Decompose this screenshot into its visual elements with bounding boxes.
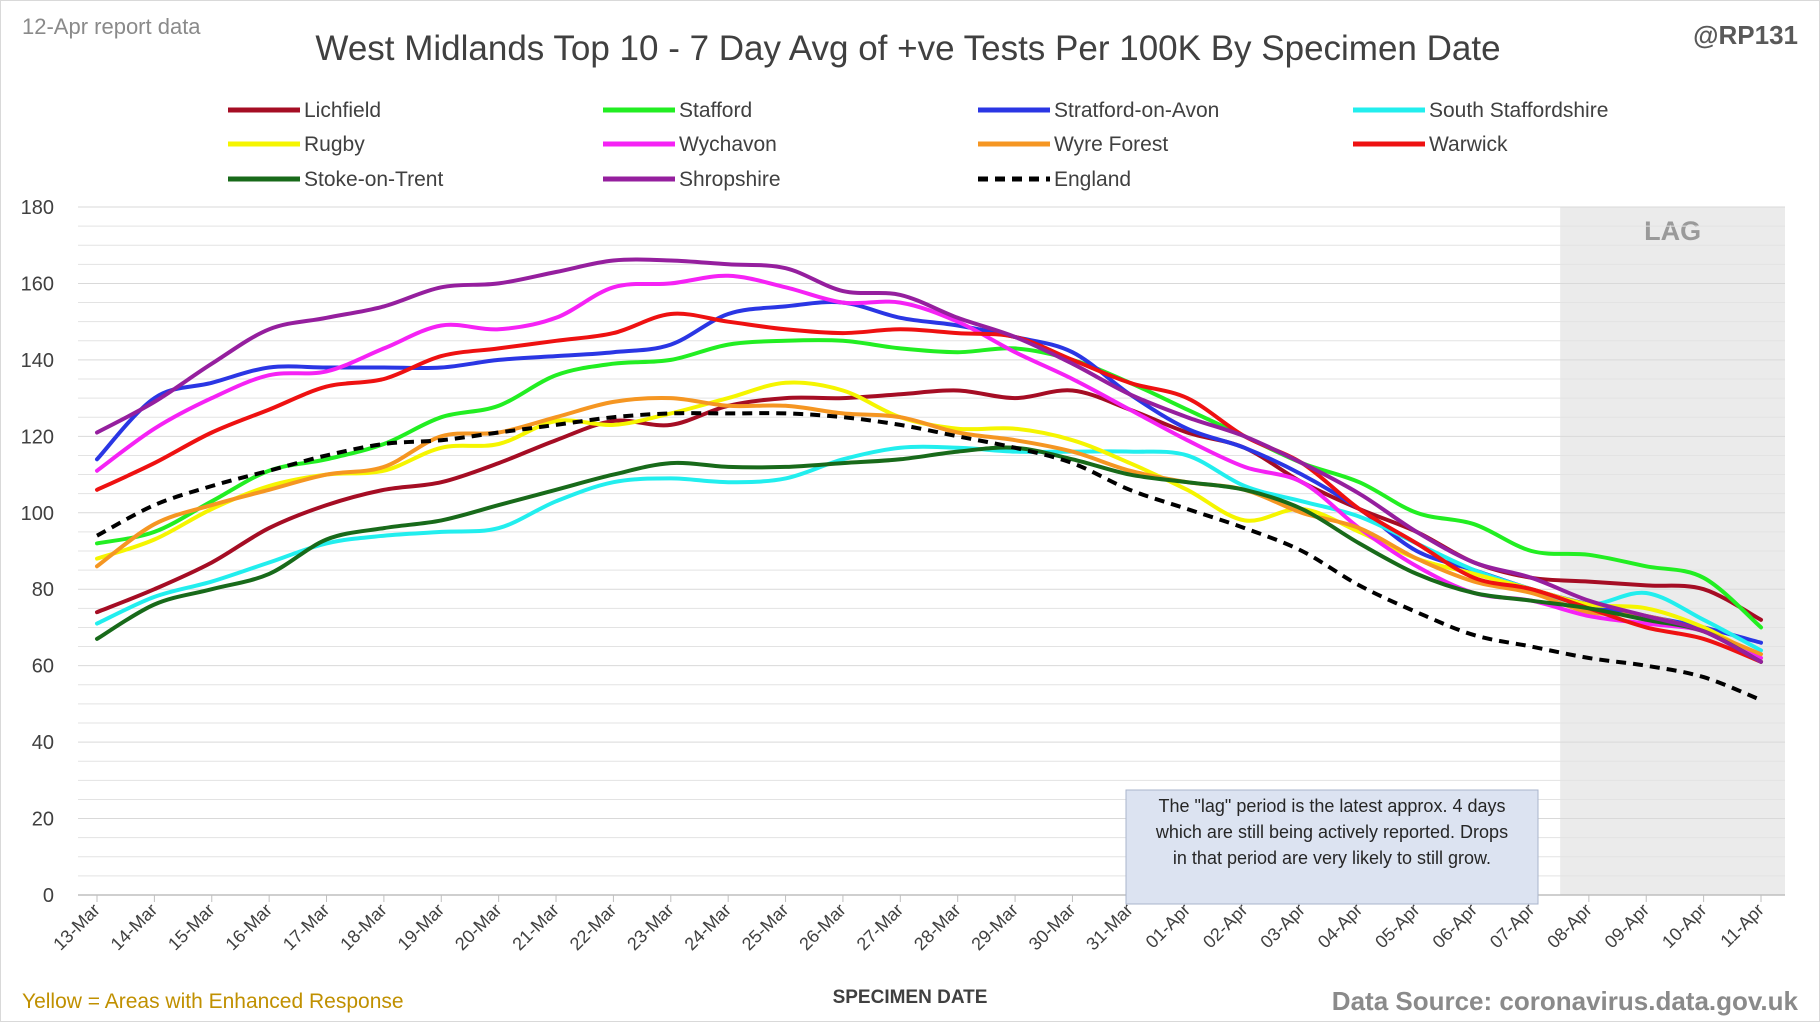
legend: Lichfield Stafford Stratford-on-Avon South …	[228, 99, 1608, 191]
y-tick-label: 160	[21, 273, 54, 295]
y-tick-label: 60	[32, 656, 54, 678]
y-tick-label: 100	[21, 503, 54, 525]
series-line-shropshire	[95, 257, 1763, 664]
data-source: Data Source: coronavirus.data.gov.uk	[1332, 986, 1799, 1016]
legend-label: Stratford-on-Avon	[1054, 99, 1219, 122]
series-line-wyre-forest	[95, 395, 1763, 657]
chart-title: West Midlands Top 10 - 7 Day Avg of +ve …	[315, 29, 1500, 68]
series-line-south-staffordshire	[95, 444, 1763, 653]
legend-label: Wychavon	[679, 133, 777, 156]
annotation-background	[1125, 789, 1539, 905]
annotation-line-3: in that period are very likely to still …	[1173, 848, 1491, 868]
annotation-line-1: The "lag" period is the latest approx. 4…	[1159, 796, 1506, 816]
report-date-label: 12-Apr report data	[22, 14, 201, 39]
legend-item-wychavon: Wychavon	[603, 133, 777, 156]
legend-label: Shropshire	[679, 168, 781, 191]
legend-item-stafford: Stafford	[603, 99, 752, 122]
legend-label: England	[1054, 168, 1131, 191]
legend-item-rugby: Rugby	[228, 133, 365, 156]
legend-label: Lichfield	[304, 99, 381, 122]
series-line-stoke-on-trent	[95, 445, 1763, 664]
series-lines	[95, 257, 1763, 702]
legend-label: South Staffordshire	[1429, 99, 1608, 122]
legend-label: Warwick	[1429, 133, 1508, 156]
enhanced-response-note: Yellow = Areas with Enhanced Response	[22, 990, 404, 1013]
y-tick-label: 40	[32, 732, 54, 754]
legend-label: Wyre Forest	[1054, 133, 1168, 156]
annotation-line-2: which are still being actively reported.…	[1155, 822, 1508, 842]
y-tick-label: 180	[21, 197, 54, 219]
y-tick-label: 0	[43, 885, 54, 907]
legend-item-wyre-forest: Wyre Forest	[978, 133, 1168, 156]
x-axis-title: SPECIMEN DATE	[833, 987, 988, 1008]
legend-item-shropshire: Shropshire	[603, 168, 781, 191]
legend-item-lichfield: Lichfield	[228, 99, 381, 122]
author-handle: @RP131	[1693, 20, 1798, 50]
y-axis: 0 20 40 60 80 100 120 140 160 180	[21, 197, 54, 907]
lag-label: LAG	[1644, 216, 1701, 246]
series-line-stafford	[95, 338, 1763, 630]
y-tick-label: 140	[21, 350, 54, 372]
legend-item-stoke-on-trent: Stoke-on-Trent	[228, 168, 443, 191]
legend-label: Stafford	[679, 99, 752, 122]
lag-annotation-box: The "lag" period is the latest approx. 4…	[1125, 789, 1539, 905]
legend-item-stratford-on-avon: Stratford-on-Avon	[978, 99, 1219, 122]
legend-label: Stoke-on-Trent	[304, 168, 443, 191]
series-line-warwick	[95, 311, 1763, 664]
legend-item-england: England	[978, 168, 1131, 191]
legend-item-warwick: Warwick	[1353, 133, 1508, 156]
legend-item-south-staffordshire: South Staffordshire	[1353, 99, 1608, 122]
y-tick-label: 120	[21, 426, 54, 448]
series-line-england	[96, 411, 1762, 702]
y-tick-label: 80	[32, 579, 54, 601]
legend-label: Rugby	[304, 133, 365, 156]
y-tick-label: 20	[32, 809, 54, 831]
